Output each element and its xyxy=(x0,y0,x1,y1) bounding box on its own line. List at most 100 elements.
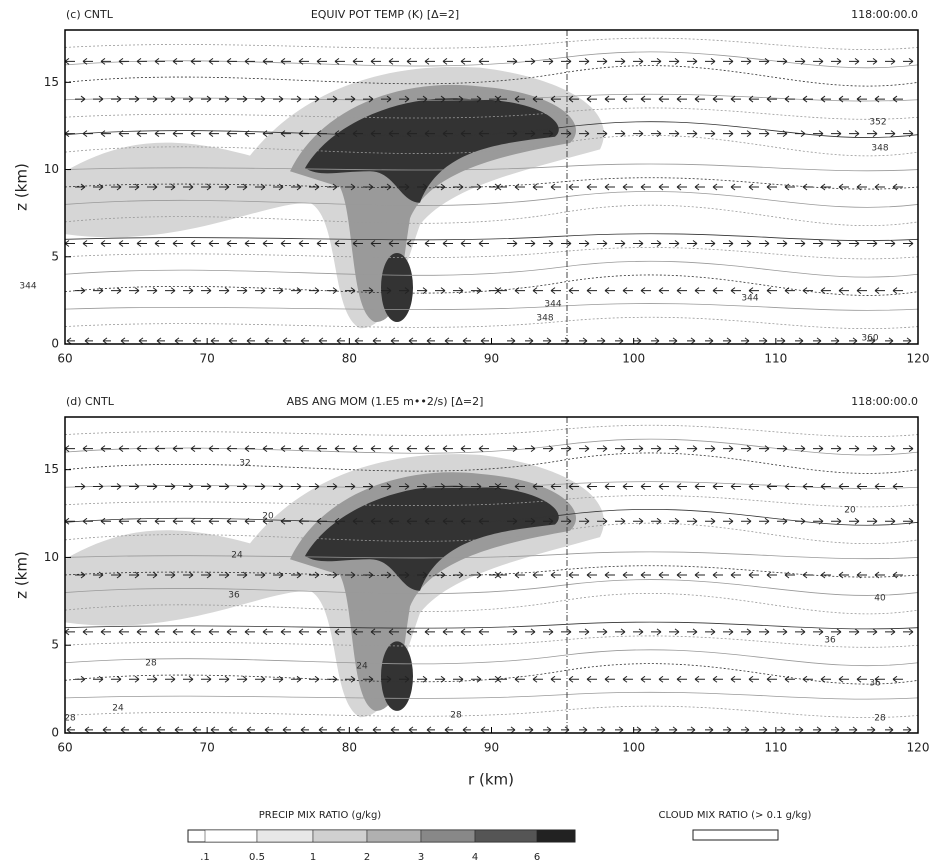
wind-vector xyxy=(759,240,770,247)
wind-vector xyxy=(543,517,554,525)
wind-vector xyxy=(856,95,867,103)
wind-vector xyxy=(327,483,338,490)
wind-vector xyxy=(102,337,111,344)
wind-vector xyxy=(370,58,381,65)
wind-vector xyxy=(82,628,93,636)
wind-vector xyxy=(264,337,273,344)
wind-vector xyxy=(561,517,572,525)
wind-vector xyxy=(172,445,183,452)
wind-vector xyxy=(802,675,813,683)
plot-area xyxy=(65,30,918,344)
wind-vector xyxy=(406,58,417,65)
contour-line xyxy=(65,163,918,172)
wind-vector xyxy=(766,287,777,295)
wind-vector xyxy=(885,58,896,65)
y-tick-label: 0 xyxy=(51,337,59,351)
wind-vector xyxy=(66,337,75,344)
wind-vector xyxy=(426,337,435,344)
contour-line xyxy=(65,191,918,208)
wind-vector xyxy=(244,58,255,65)
wind-vector xyxy=(550,675,561,683)
wind-vector xyxy=(651,58,662,65)
wind-vector xyxy=(748,287,759,295)
wind-vector xyxy=(777,628,788,636)
wind-vector xyxy=(705,130,716,138)
wind-vector xyxy=(741,628,752,636)
wind-vector xyxy=(219,287,230,295)
contour-label: 344 xyxy=(741,294,758,304)
wind-vector xyxy=(118,130,129,138)
wind-vector xyxy=(723,445,734,452)
wind-vector xyxy=(694,483,705,490)
wind-vector xyxy=(65,517,75,525)
wind-vector xyxy=(496,95,507,103)
wind-vector xyxy=(622,571,633,579)
wind-vector xyxy=(65,445,75,452)
wind-vector xyxy=(694,95,705,103)
wind-vector xyxy=(903,58,914,65)
wind-vector xyxy=(453,675,464,683)
wind-vector xyxy=(453,95,464,103)
wind-vector xyxy=(579,130,590,138)
wind-vector xyxy=(615,517,626,525)
y-axis-label: z (km) xyxy=(13,163,31,211)
wind-vector xyxy=(777,445,788,452)
wind-vector xyxy=(867,628,878,636)
wind-vector xyxy=(831,337,840,344)
wind-vector xyxy=(309,483,320,490)
wind-vector xyxy=(867,240,878,247)
wind-vector xyxy=(532,287,543,295)
wind-vector xyxy=(471,183,482,191)
wind-vector xyxy=(460,517,471,525)
wind-vector xyxy=(388,628,399,636)
wind-vector xyxy=(244,445,255,452)
wind-vector xyxy=(280,628,291,636)
wind-vector xyxy=(795,445,806,452)
wind-vector xyxy=(183,183,194,191)
wind-vector xyxy=(874,287,885,295)
wind-vector xyxy=(705,240,716,247)
wind-vector xyxy=(334,517,345,525)
wind-vector xyxy=(102,726,111,733)
wind-vector xyxy=(687,517,698,525)
wind-vector xyxy=(712,183,723,191)
wind-vector xyxy=(820,675,831,683)
contour-line xyxy=(65,579,918,596)
contour-line xyxy=(65,452,918,474)
contour-label: 28 xyxy=(874,714,886,724)
wind-vector xyxy=(604,287,615,295)
wind-vector xyxy=(352,240,363,247)
wind-vector xyxy=(784,287,795,295)
contour-line xyxy=(65,107,918,120)
wind-vector xyxy=(532,95,543,103)
wind-vector xyxy=(615,58,626,65)
wind-vector xyxy=(579,726,588,733)
contour-label: 36 xyxy=(228,591,240,601)
contour-line xyxy=(65,635,918,648)
cloud-legend-title: CLOUD MIX RATIO (> 0.1 g/kg) xyxy=(659,810,812,821)
wind-vector xyxy=(795,517,806,525)
wind-vector xyxy=(228,337,237,344)
wind-vector xyxy=(507,517,518,525)
wind-vector xyxy=(838,483,849,490)
colorbar-segment xyxy=(420,829,476,843)
wind-vector xyxy=(424,240,435,247)
wind-vector xyxy=(514,483,525,490)
wind-vector xyxy=(399,675,410,683)
wind-vector xyxy=(777,517,788,525)
wind-vector xyxy=(633,337,642,344)
wind-vector xyxy=(885,445,896,452)
wind-vector xyxy=(82,58,93,65)
wind-vector xyxy=(759,517,770,525)
wind-vector xyxy=(372,726,381,733)
wind-vector xyxy=(334,130,345,138)
wind-vector xyxy=(903,517,914,525)
cloud-legend-swatch xyxy=(692,829,779,841)
wind-vector xyxy=(435,95,446,103)
contour-label: 28 xyxy=(450,711,462,721)
wind-vector xyxy=(406,628,417,636)
wind-vector xyxy=(561,58,572,65)
wind-vector xyxy=(255,483,266,490)
wind-vector xyxy=(687,58,698,65)
